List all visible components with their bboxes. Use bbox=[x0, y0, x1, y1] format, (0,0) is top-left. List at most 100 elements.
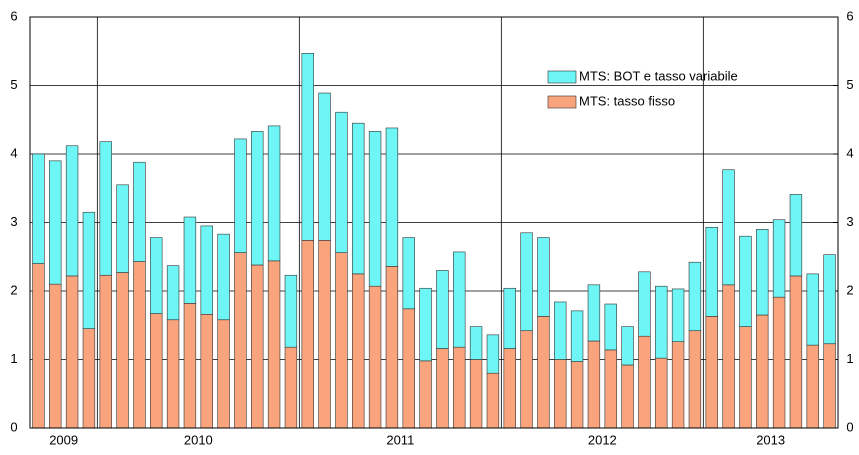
legend-label: MTS: BOT e tasso variabile bbox=[579, 68, 738, 83]
bar bbox=[335, 252, 348, 429]
bar bbox=[638, 335, 651, 429]
y-tick-label: 6 bbox=[10, 8, 17, 23]
bar bbox=[554, 359, 567, 429]
bar bbox=[200, 225, 213, 315]
bar bbox=[722, 284, 735, 429]
bar bbox=[520, 330, 533, 429]
bar bbox=[419, 360, 432, 429]
bar bbox=[806, 344, 819, 429]
y-tick-label: 0 bbox=[10, 419, 17, 434]
legend-swatch bbox=[547, 95, 577, 109]
bar bbox=[469, 359, 483, 429]
bar bbox=[234, 252, 247, 429]
bar bbox=[385, 127, 399, 267]
bar bbox=[739, 235, 752, 327]
bar bbox=[49, 160, 62, 285]
x-tick-label: 2013 bbox=[756, 432, 785, 447]
bar bbox=[486, 372, 500, 429]
y-tick-label: 1 bbox=[10, 351, 17, 366]
y-tick-label: 3 bbox=[10, 214, 17, 229]
bar bbox=[604, 303, 617, 351]
y-tick-label: 5 bbox=[10, 77, 17, 92]
bar bbox=[604, 349, 617, 429]
y2-tick-label: 4 bbox=[846, 145, 853, 160]
bar bbox=[284, 346, 298, 429]
bar bbox=[65, 145, 79, 277]
bar bbox=[368, 131, 382, 287]
y2-tick-label: 2 bbox=[846, 282, 853, 297]
bar bbox=[301, 53, 314, 241]
bar bbox=[352, 273, 365, 429]
bar bbox=[503, 348, 516, 429]
bar bbox=[587, 284, 601, 342]
bar bbox=[655, 357, 668, 429]
bar bbox=[267, 125, 281, 262]
bar bbox=[756, 314, 769, 429]
bar bbox=[806, 273, 819, 346]
bar bbox=[402, 237, 415, 310]
bar bbox=[419, 287, 432, 362]
bar bbox=[638, 271, 651, 337]
y2-tick-label: 1 bbox=[846, 351, 853, 366]
x-tick-label: 2010 bbox=[184, 432, 213, 447]
bar bbox=[166, 265, 180, 321]
bar bbox=[183, 216, 197, 304]
bar bbox=[116, 184, 129, 273]
bar bbox=[385, 266, 399, 429]
bar bbox=[621, 364, 634, 429]
bar bbox=[352, 122, 365, 275]
bar bbox=[587, 340, 601, 429]
y-tick-label: 2 bbox=[10, 282, 17, 297]
legend-swatch bbox=[547, 70, 577, 84]
bar bbox=[453, 346, 466, 429]
bar bbox=[150, 313, 163, 429]
bar bbox=[705, 226, 718, 317]
bar bbox=[789, 194, 803, 277]
bar bbox=[436, 348, 449, 429]
bar bbox=[621, 326, 634, 366]
bar bbox=[486, 334, 500, 374]
bar bbox=[705, 316, 718, 429]
bar bbox=[284, 274, 298, 348]
bar bbox=[469, 326, 483, 360]
bar bbox=[772, 296, 786, 429]
bar bbox=[335, 111, 348, 253]
bar bbox=[722, 169, 735, 286]
bar bbox=[789, 275, 803, 429]
bar bbox=[99, 141, 112, 276]
bar bbox=[570, 310, 584, 362]
y2-tick-label: 3 bbox=[846, 214, 853, 229]
bar bbox=[82, 211, 96, 329]
plot-frame bbox=[29, 16, 839, 429]
bar bbox=[267, 260, 281, 429]
bar bbox=[133, 261, 146, 429]
bar bbox=[823, 254, 836, 345]
bar bbox=[217, 319, 230, 429]
y2-tick-label: 6 bbox=[846, 8, 853, 23]
legend-label: MTS: tasso fisso bbox=[579, 93, 675, 108]
bar bbox=[217, 233, 230, 321]
bar bbox=[537, 316, 550, 429]
bar bbox=[520, 232, 533, 332]
bar bbox=[503, 287, 516, 349]
bar bbox=[251, 264, 264, 429]
bar bbox=[183, 303, 197, 429]
bar bbox=[318, 92, 331, 241]
x-tick-label: 2011 bbox=[386, 432, 414, 447]
bar bbox=[49, 283, 62, 429]
bar bbox=[537, 237, 550, 317]
bar bbox=[65, 275, 79, 429]
bar bbox=[32, 263, 45, 429]
bar bbox=[368, 285, 382, 429]
bar bbox=[150, 237, 163, 314]
bar bbox=[116, 272, 129, 429]
bar bbox=[671, 341, 685, 429]
bar bbox=[318, 240, 331, 429]
bar bbox=[756, 229, 769, 316]
bar bbox=[688, 261, 702, 332]
bar bbox=[671, 288, 685, 342]
bar bbox=[200, 313, 213, 429]
bar bbox=[99, 274, 112, 429]
bar bbox=[436, 270, 449, 349]
